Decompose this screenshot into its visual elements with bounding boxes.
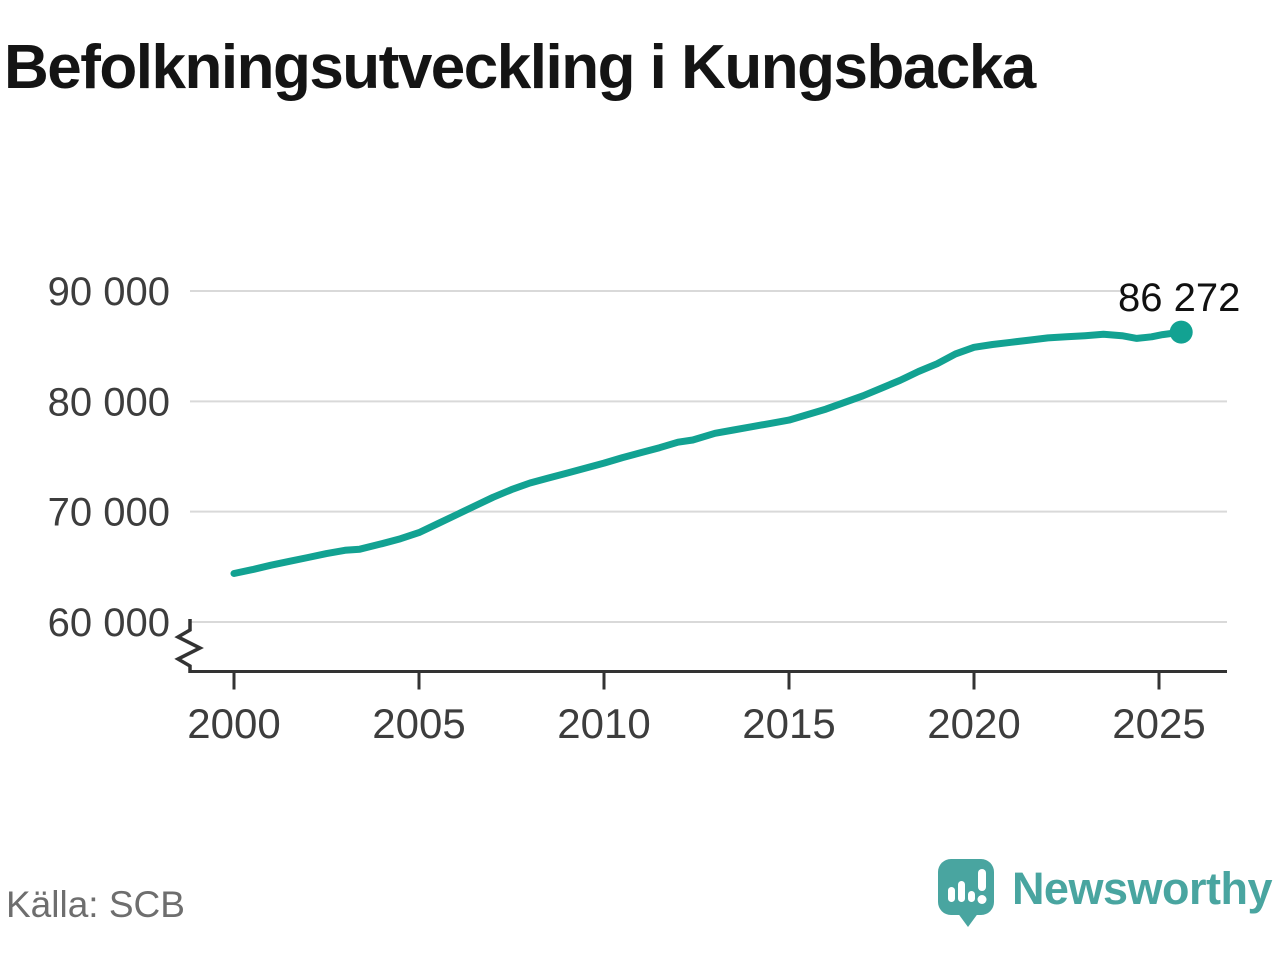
end-value-label: 86 272	[1118, 276, 1240, 320]
x-tick-label: 2025	[1112, 700, 1205, 747]
x-tick-label: 2020	[927, 700, 1020, 747]
y-tick-label: 70 000	[48, 491, 170, 535]
y-axis-break-zigzag	[174, 619, 204, 673]
y-axis-labels: 60 000 70 000 80 000 90 000	[48, 270, 170, 645]
x-axis-labels: 2000 2005 2010 2015 2020 2025	[187, 700, 1205, 747]
x-tick-label: 2015	[742, 700, 835, 747]
y-tick-label: 60 000	[48, 601, 170, 645]
page-title: Befolkningsutveckling i Kungsbacka	[4, 33, 1036, 102]
y-tick-label: 90 000	[48, 270, 170, 314]
end-point-dot	[1169, 320, 1193, 344]
newsworthy-wordmark: Newsworthy	[1011, 863, 1273, 914]
x-axis	[174, 619, 1227, 690]
x-tick-label: 2010	[557, 700, 650, 747]
x-tick-label: 2000	[187, 700, 280, 747]
y-gridlines	[190, 290, 1227, 623]
newsworthy-speech-bubble-bar-chart-icon	[937, 859, 994, 927]
newsworthy-logo: Newsworthy	[937, 858, 1273, 928]
population-line	[230, 328, 1185, 577]
y-tick-label: 80 000	[48, 380, 170, 424]
source-label: Källa: SCB	[6, 884, 185, 925]
x-tick-label: 2005	[372, 700, 465, 747]
